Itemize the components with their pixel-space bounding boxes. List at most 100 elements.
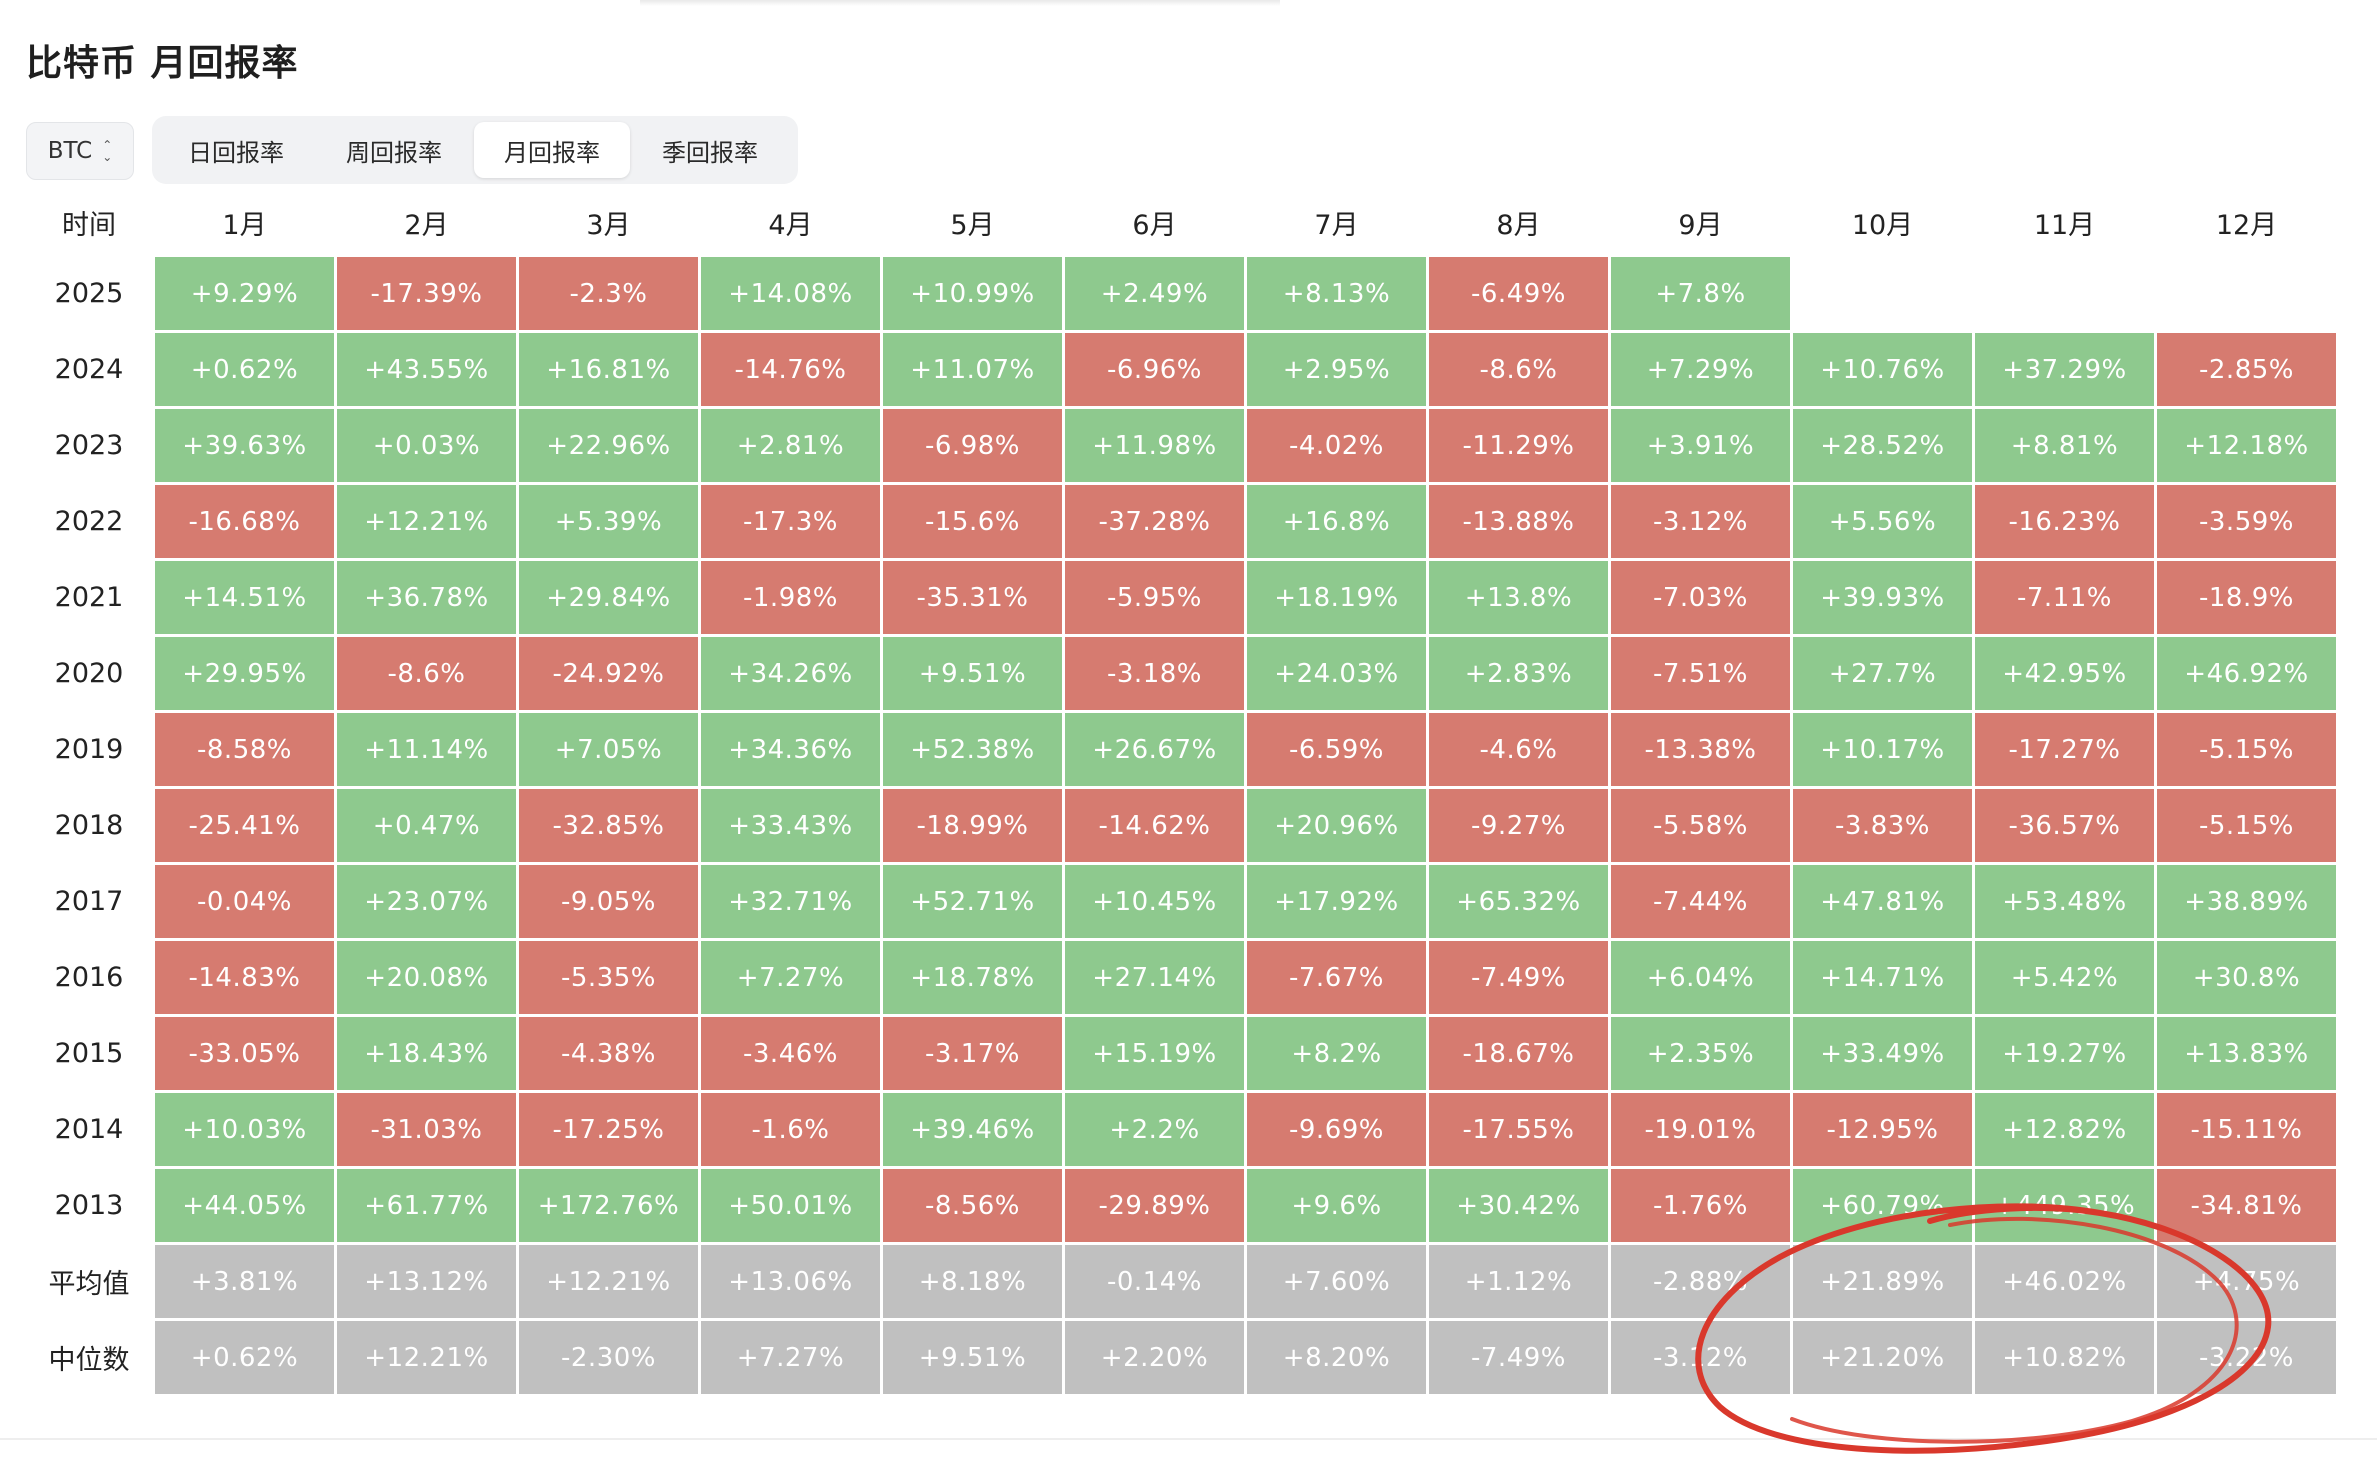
return-cell: +7.27% bbox=[701, 941, 880, 1014]
tab-weekly-return[interactable]: 周回报率 bbox=[346, 138, 442, 167]
return-cell: +39.46% bbox=[883, 1093, 1062, 1166]
divider bbox=[0, 1438, 2377, 1440]
return-cell: -7.67% bbox=[1247, 941, 1426, 1014]
return-cell: +14.71% bbox=[1793, 941, 1972, 1014]
return-cell: -6.49% bbox=[1429, 257, 1608, 330]
return-cell: +172.76% bbox=[519, 1169, 698, 1242]
column-header-month: 2月 bbox=[404, 209, 449, 241]
return-cell: +16.81% bbox=[519, 333, 698, 406]
column-header-month: 6月 bbox=[1132, 209, 1177, 241]
return-cell: +2.81% bbox=[701, 409, 880, 482]
return-cell: -17.3% bbox=[701, 485, 880, 558]
return-cell: +38.89% bbox=[2157, 865, 2336, 938]
return-cell: +15.19% bbox=[1065, 1017, 1244, 1090]
tab-monthly-return[interactable]: 月回报率 bbox=[474, 122, 630, 178]
tab-daily-return[interactable]: 日回报率 bbox=[188, 138, 284, 167]
return-cell: +14.08% bbox=[701, 257, 880, 330]
return-cell: +18.78% bbox=[883, 941, 1062, 1014]
return-cell: -16.68% bbox=[155, 485, 334, 558]
return-cell: -18.99% bbox=[883, 789, 1062, 862]
return-cell: -7.49% bbox=[1429, 941, 1608, 1014]
return-cell: +5.56% bbox=[1793, 485, 1972, 558]
return-cell: +29.84% bbox=[519, 561, 698, 634]
stat-cell: +2.20% bbox=[1065, 1321, 1244, 1394]
return-cell: +53.48% bbox=[1975, 865, 2154, 938]
return-cell: -4.38% bbox=[519, 1017, 698, 1090]
return-cell: -3.46% bbox=[701, 1017, 880, 1090]
return-cell: +11.14% bbox=[337, 713, 516, 786]
return-cell: +11.98% bbox=[1065, 409, 1244, 482]
return-cell: +24.03% bbox=[1247, 637, 1426, 710]
row-label-year: 2013 bbox=[54, 1190, 124, 1221]
stat-cell: +1.12% bbox=[1429, 1245, 1608, 1318]
column-header-month: 1月 bbox=[222, 209, 267, 241]
column-header-time: 时间 bbox=[62, 209, 116, 241]
return-cell: +39.63% bbox=[155, 409, 334, 482]
return-cell: +8.81% bbox=[1975, 409, 2154, 482]
return-cell: +18.43% bbox=[337, 1017, 516, 1090]
return-cell: -18.67% bbox=[1429, 1017, 1608, 1090]
stat-cell: +8.20% bbox=[1247, 1321, 1426, 1394]
row-label-year: 2015 bbox=[54, 1038, 124, 1069]
column-header-month: 4月 bbox=[768, 209, 813, 241]
stat-cell: +12.21% bbox=[337, 1321, 516, 1394]
row-label-year: 2017 bbox=[54, 886, 124, 917]
return-cell: -5.95% bbox=[1065, 561, 1244, 634]
return-cell: -29.89% bbox=[1065, 1169, 1244, 1242]
row-label-stat: 中位数 bbox=[48, 1345, 130, 1376]
return-cell: +30.8% bbox=[2157, 941, 2336, 1014]
row-label-year: 2020 bbox=[54, 658, 124, 689]
top-shadow bbox=[640, 0, 1280, 6]
return-cell: +3.91% bbox=[1611, 409, 1790, 482]
column-header-month: 8月 bbox=[1496, 209, 1541, 241]
return-cell: +12.21% bbox=[337, 485, 516, 558]
return-cell: -13.88% bbox=[1429, 485, 1608, 558]
return-cell: -12.95% bbox=[1793, 1093, 1972, 1166]
return-cell: -15.6% bbox=[883, 485, 1062, 558]
return-cell: +8.13% bbox=[1247, 257, 1426, 330]
return-cell: +19.27% bbox=[1975, 1017, 2154, 1090]
return-cell: +61.77% bbox=[337, 1169, 516, 1242]
return-cell: +34.26% bbox=[701, 637, 880, 710]
return-cell: +5.42% bbox=[1975, 941, 2154, 1014]
return-cell: -1.76% bbox=[1611, 1169, 1790, 1242]
stat-cell: +0.62% bbox=[155, 1321, 334, 1394]
return-cell: +18.19% bbox=[1247, 561, 1426, 634]
return-cell: -8.56% bbox=[883, 1169, 1062, 1242]
return-cell: -33.05% bbox=[155, 1017, 334, 1090]
return-cell: -2.85% bbox=[2157, 333, 2336, 406]
return-cell: +10.03% bbox=[155, 1093, 334, 1166]
return-cell: +13.83% bbox=[2157, 1017, 2336, 1090]
return-cell: -16.23% bbox=[1975, 485, 2154, 558]
return-cell bbox=[1975, 257, 2154, 330]
return-cell: +6.04% bbox=[1611, 941, 1790, 1014]
return-cell: -8.6% bbox=[1429, 333, 1608, 406]
return-cell: +65.32% bbox=[1429, 865, 1608, 938]
return-cell: -7.51% bbox=[1611, 637, 1790, 710]
stat-cell: -7.49% bbox=[1429, 1321, 1608, 1394]
column-header-month: 12月 bbox=[2215, 209, 2278, 241]
return-cell: -0.04% bbox=[155, 865, 334, 938]
return-cell: -5.35% bbox=[519, 941, 698, 1014]
stat-cell: -0.14% bbox=[1065, 1245, 1244, 1318]
row-label-year: 2019 bbox=[54, 734, 124, 765]
return-cell: -5.15% bbox=[2157, 713, 2336, 786]
return-cell: -14.76% bbox=[701, 333, 880, 406]
row-label-year: 2021 bbox=[54, 582, 124, 613]
asset-select[interactable]: BTC ⌃ ⌄ bbox=[26, 122, 134, 180]
return-cell: -5.15% bbox=[2157, 789, 2336, 862]
stat-cell: -2.30% bbox=[519, 1321, 698, 1394]
return-cell: +10.17% bbox=[1793, 713, 1972, 786]
return-cell: -6.96% bbox=[1065, 333, 1244, 406]
return-cell: -7.44% bbox=[1611, 865, 1790, 938]
return-cell: +7.29% bbox=[1611, 333, 1790, 406]
return-cell: +11.07% bbox=[883, 333, 1062, 406]
stat-cell: +46.02% bbox=[1975, 1245, 2154, 1318]
return-cell: -17.55% bbox=[1429, 1093, 1608, 1166]
return-cell: +10.76% bbox=[1793, 333, 1972, 406]
tab-quarterly-return[interactable]: 季回报率 bbox=[662, 138, 758, 167]
return-cell: -36.57% bbox=[1975, 789, 2154, 862]
return-cell: -8.58% bbox=[155, 713, 334, 786]
return-cell: +22.96% bbox=[519, 409, 698, 482]
return-cell: +36.78% bbox=[337, 561, 516, 634]
